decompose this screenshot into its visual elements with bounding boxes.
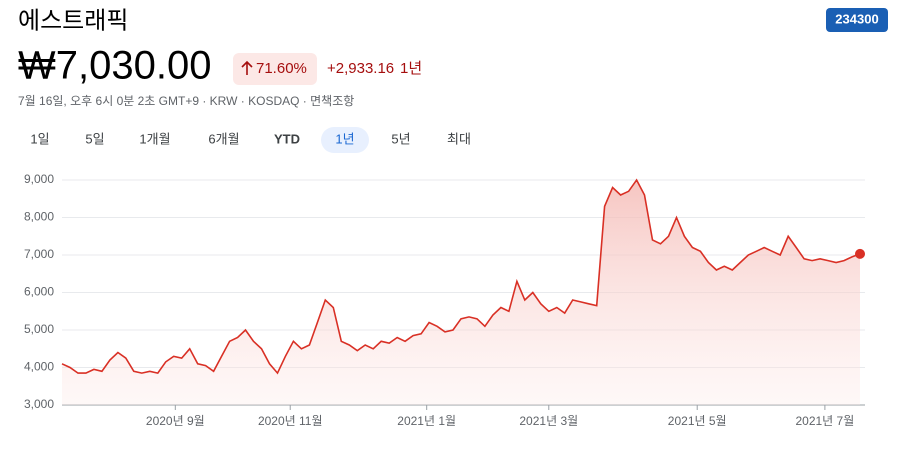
x-tick-label: 2021년 3월: [519, 414, 578, 428]
y-tick-label: 5,000: [24, 322, 54, 336]
ticker[interactable]: 234300: [835, 11, 878, 26]
y-tick-label: 9,000: [24, 172, 54, 186]
y-tick-label: 6,000: [24, 285, 54, 299]
tab[interactable]: YTD: [274, 131, 300, 146]
change-percent: 71.60%: [256, 60, 307, 77]
title: 에스트래픽: [18, 7, 128, 34]
change-pill: [233, 53, 317, 85]
y-tick-label: 3,000: [24, 397, 54, 411]
last-point: [855, 248, 865, 259]
tab[interactable]: 5년: [391, 131, 410, 146]
up-arrow: [241, 60, 253, 75]
y-tick-label: 4,000: [24, 360, 54, 374]
x-tick-label: 2021년 5월: [668, 414, 727, 428]
tab[interactable]: 1개월: [139, 131, 170, 146]
tab[interactable]: 1일: [30, 131, 49, 146]
x-tick-label: 2021년 7월: [795, 414, 854, 428]
period: 1년: [400, 60, 422, 77]
y-tick-label: 8,000: [24, 210, 54, 224]
area: [62, 180, 860, 405]
x-tick-label: 2020년 11월: [258, 414, 323, 428]
tabs: 1일 5일 1개월 6개월 YTD 1년 5년 최대: [30, 127, 471, 153]
tab[interactable]: 6개월: [208, 131, 239, 146]
price: ₩7,030.00: [18, 44, 211, 88]
change: +2,933.16: [327, 60, 394, 77]
ticker-badge[interactable]: [826, 8, 888, 32]
info: 7월 16일, 오후 6시 0분 2초 GMT+9 · KRW · KOSDAQ…: [18, 93, 354, 108]
tab[interactable]: 1년: [335, 131, 354, 146]
plot: 3,000 4,000 5,000 6,000 7,000 8,000 9,000 2020년…: [24, 172, 865, 428]
x-tick-label: 2021년 1월: [397, 414, 456, 428]
tab[interactable]: 최대: [447, 131, 471, 146]
tab-selected-bg[interactable]: [321, 127, 369, 153]
tab[interactable]: 5일: [85, 131, 104, 146]
price-line: [61, 178, 861, 375]
y-tick-label: 7,000: [24, 247, 54, 261]
x-tick-label: 2020년 9월: [146, 414, 205, 428]
